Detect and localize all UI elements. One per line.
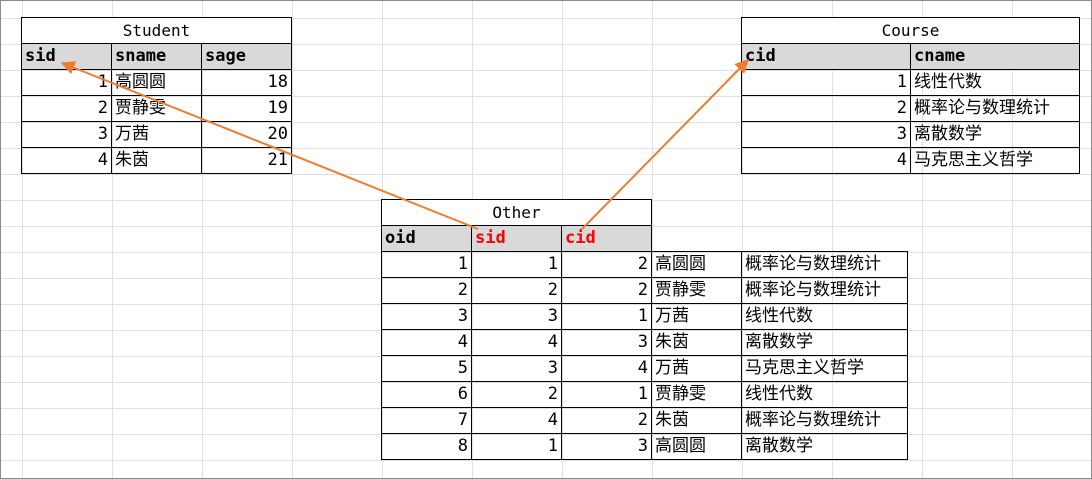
student-cell[interactable]: 19 bbox=[201, 95, 292, 122]
course-cell[interactable]: 线性代数 bbox=[910, 69, 1080, 96]
other-cell[interactable]: 2 bbox=[561, 251, 652, 278]
student-cell[interactable]: 4 bbox=[21, 147, 112, 174]
other-cell[interactable]: 朱茵 bbox=[651, 329, 742, 356]
other-cell[interactable]: 3 bbox=[381, 303, 472, 330]
course-header-cname[interactable]: cname bbox=[910, 43, 1080, 70]
course-title[interactable]: Course bbox=[741, 17, 1080, 44]
student-cell[interactable]: 高圆圆 bbox=[111, 69, 202, 96]
other-cell[interactable]: 4 bbox=[561, 355, 652, 382]
course-cell[interactable]: 2 bbox=[741, 95, 911, 122]
course-header-cid[interactable]: cid bbox=[741, 43, 911, 70]
student-cell[interactable]: 2 bbox=[21, 95, 112, 122]
other-cell[interactable]: 线性代数 bbox=[741, 381, 908, 408]
other-cell[interactable]: 8 bbox=[381, 433, 472, 460]
other-cell[interactable]: 高圆圆 bbox=[651, 433, 742, 460]
other-header-sid[interactable]: sid bbox=[471, 225, 562, 252]
student-cell[interactable]: 21 bbox=[201, 147, 292, 174]
other-header-oid[interactable]: oid bbox=[381, 225, 472, 252]
other-cell[interactable]: 朱茵 bbox=[651, 407, 742, 434]
student-cell[interactable]: 1 bbox=[21, 69, 112, 96]
student-header-sid[interactable]: sid bbox=[21, 43, 112, 70]
course-cell[interactable]: 概率论与数理统计 bbox=[910, 95, 1080, 122]
course-cell[interactable]: 离散数学 bbox=[910, 121, 1080, 148]
other-cell[interactable]: 2 bbox=[471, 277, 562, 304]
other-cell[interactable]: 6 bbox=[381, 381, 472, 408]
other-cell[interactable]: 概率论与数理统计 bbox=[741, 251, 908, 278]
course-cell[interactable]: 1 bbox=[741, 69, 911, 96]
course-cell[interactable]: 3 bbox=[741, 121, 911, 148]
student-cell[interactable]: 贾静雯 bbox=[111, 95, 202, 122]
other-cell[interactable]: 万茜 bbox=[651, 303, 742, 330]
other-cell[interactable]: 线性代数 bbox=[741, 303, 908, 330]
other-cell[interactable]: 概率论与数理统计 bbox=[741, 407, 908, 434]
student-cell[interactable]: 20 bbox=[201, 121, 292, 148]
other-cell[interactable]: 7 bbox=[381, 407, 472, 434]
other-cell[interactable]: 万茜 bbox=[651, 355, 742, 382]
other-cell[interactable]: 高圆圆 bbox=[651, 251, 742, 278]
other-cell[interactable]: 贾静雯 bbox=[651, 381, 742, 408]
other-cell[interactable]: 4 bbox=[381, 329, 472, 356]
other-cell[interactable]: 贾静雯 bbox=[651, 277, 742, 304]
student-title[interactable]: Student bbox=[21, 17, 292, 44]
other-cell[interactable]: 1 bbox=[471, 433, 562, 460]
other-cell[interactable]: 3 bbox=[561, 329, 652, 356]
other-cell[interactable]: 离散数学 bbox=[741, 329, 908, 356]
other-cell[interactable]: 1 bbox=[561, 381, 652, 408]
student-cell[interactable]: 朱茵 bbox=[111, 147, 202, 174]
other-cell[interactable]: 1 bbox=[381, 251, 472, 278]
student-header-sage[interactable]: sage bbox=[201, 43, 292, 70]
other-cell[interactable]: 4 bbox=[471, 407, 562, 434]
other-cell[interactable]: 马克思主义哲学 bbox=[741, 355, 908, 382]
course-cell[interactable]: 马克思主义哲学 bbox=[910, 147, 1080, 174]
other-cell[interactable]: 1 bbox=[561, 303, 652, 330]
student-header-sname[interactable]: sname bbox=[111, 43, 202, 70]
other-cell[interactable]: 概率论与数理统计 bbox=[741, 277, 908, 304]
other-cell[interactable]: 4 bbox=[471, 329, 562, 356]
other-cell[interactable]: 3 bbox=[471, 303, 562, 330]
student-cell[interactable]: 3 bbox=[21, 121, 112, 148]
other-cell[interactable]: 5 bbox=[381, 355, 472, 382]
other-cell[interactable]: 3 bbox=[471, 355, 562, 382]
other-cell[interactable]: 离散数学 bbox=[741, 433, 908, 460]
other-cell[interactable]: 2 bbox=[381, 277, 472, 304]
student-cell[interactable]: 18 bbox=[201, 69, 292, 96]
other-cell[interactable]: 1 bbox=[471, 251, 562, 278]
other-cell[interactable]: 2 bbox=[561, 407, 652, 434]
other-cell[interactable]: 3 bbox=[561, 433, 652, 460]
course-cell[interactable]: 4 bbox=[741, 147, 911, 174]
other-header-cid[interactable]: cid bbox=[561, 225, 652, 252]
other-cell[interactable]: 2 bbox=[561, 277, 652, 304]
other-title[interactable]: Other bbox=[381, 199, 652, 226]
student-cell[interactable]: 万茜 bbox=[111, 121, 202, 148]
other-cell[interactable]: 2 bbox=[471, 381, 562, 408]
